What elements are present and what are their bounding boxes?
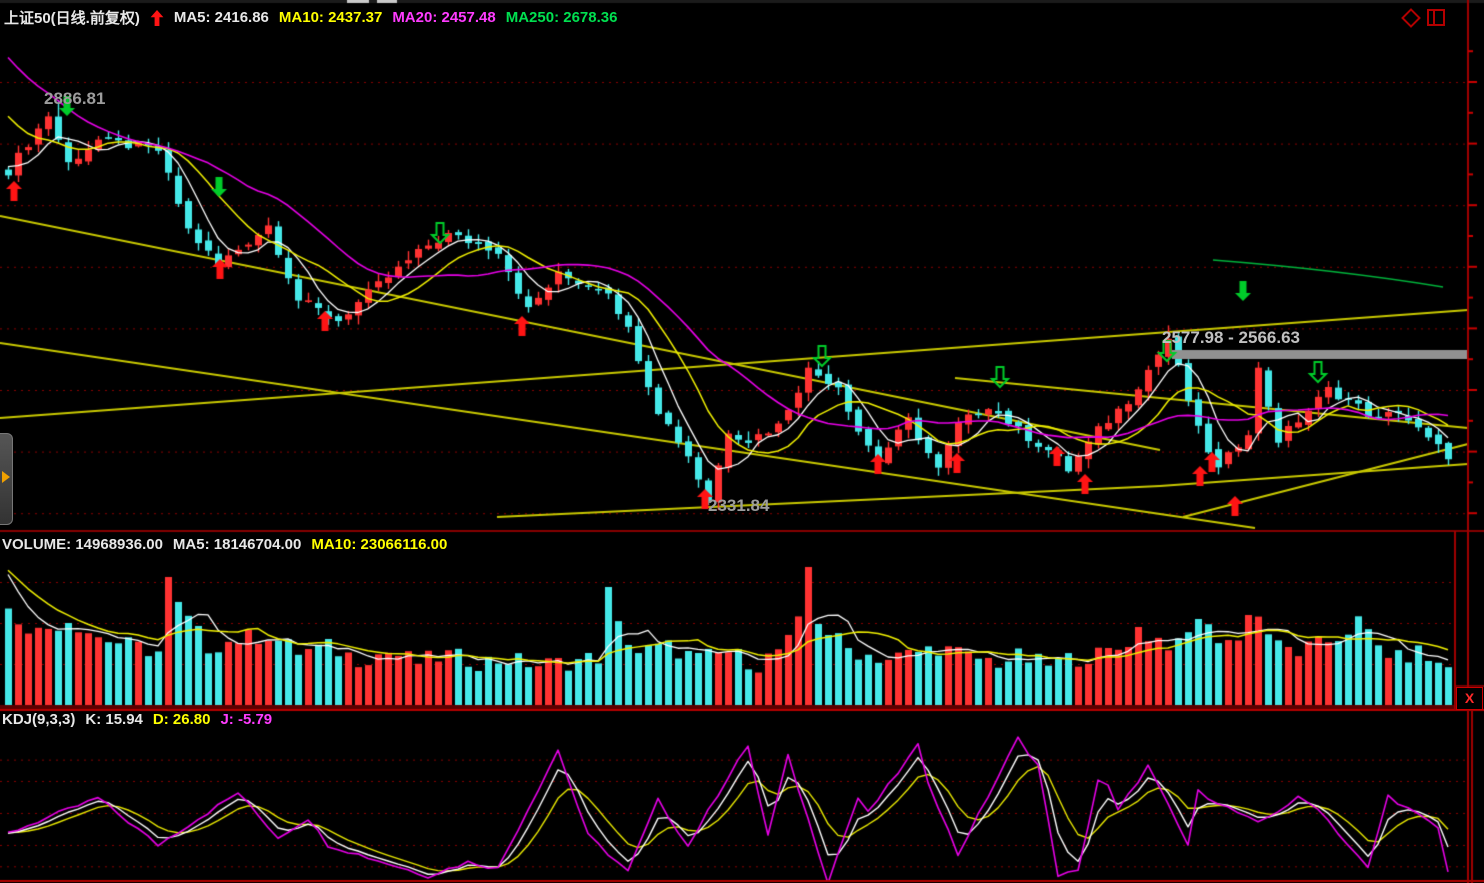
volume-ma10-value: MA10: 23066116.00 (311, 536, 448, 553)
swing-low-label: 2331.84 (708, 496, 770, 515)
ma20-value: MA20: 2457.48 (392, 9, 496, 26)
ma250-value: MA250: 2678.36 (505, 9, 618, 26)
volume-ma5-value: MA5: 18146704.00 (172, 536, 302, 553)
chart-header: 上证50(日线.前复权) MA5: 2416.86 MA10: 2437.37 … (4, 7, 617, 28)
indicator-close-button[interactable]: X (1456, 687, 1483, 710)
volume-pane-header: VOLUME: 14968936.00 MA5: 18146704.00 MA1… (2, 536, 447, 553)
expand-triangle-icon (2, 471, 10, 483)
kdj-j-value: J: -5.79 (220, 711, 273, 728)
split-window-icon[interactable] (1427, 9, 1445, 26)
kdj-pane-header: KDJ(9,3,3) K: 15.94 D: 26.80 J: -5.79 (2, 711, 272, 728)
side-panel-drawer-tab[interactable] (0, 433, 13, 525)
price-band-label: 2577.98 - 2566.63 (1162, 328, 1301, 347)
volume-value: VOLUME: 14968936.00 (2, 536, 163, 553)
kdj-d-value: D: 26.80 (152, 711, 211, 728)
window-controls (1401, 7, 1445, 28)
ma10-value: MA10: 2437.37 (278, 9, 383, 26)
up-arrow-icon (150, 9, 164, 26)
swing-high-label: 2886.81 (44, 89, 106, 108)
kdj-label[interactable]: KDJ(9,3,3) (2, 711, 76, 728)
kdj-k-value: K: 15.94 (85, 711, 143, 728)
ma5-value: MA5: 2416.86 (173, 9, 269, 26)
symbol-title[interactable]: 上证50(日线.前复权) (4, 10, 140, 27)
diamond-icon[interactable] (1401, 7, 1421, 28)
